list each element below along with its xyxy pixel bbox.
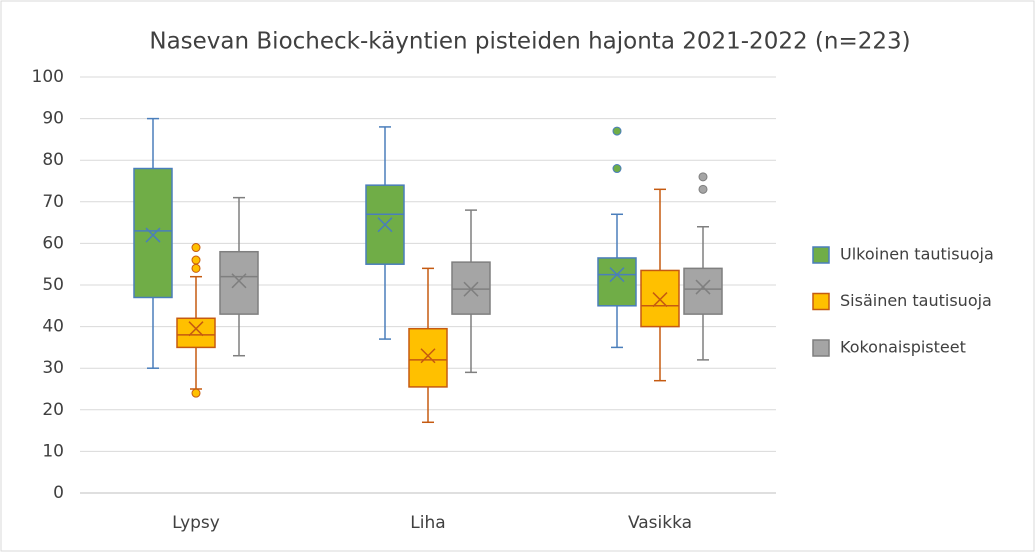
outlier: [191, 263, 201, 273]
box: [219, 250, 259, 315]
y-tick-label: 10: [42, 441, 64, 461]
y-tick-label: 70: [42, 192, 64, 212]
mean-marker: [145, 227, 161, 243]
mean-marker: [188, 321, 204, 337]
y-tick-label: 100: [32, 67, 64, 87]
legend-swatch: [812, 246, 830, 264]
legend-label: Ulkoinen tautisuoja: [840, 245, 994, 264]
box: [176, 317, 216, 349]
y-tick-label: 60: [42, 233, 64, 253]
legend-swatch: [812, 339, 830, 357]
box: [133, 167, 173, 299]
mean-marker: [420, 348, 436, 364]
outlier: [612, 164, 622, 174]
y-tick-label: 80: [42, 150, 64, 170]
x-tick-label: Liha: [410, 513, 445, 533]
y-tick-label: 20: [42, 400, 64, 420]
box: [683, 267, 723, 315]
chart-title: Nasevan Biocheck-käyntien pisteiden hajo…: [149, 29, 910, 55]
outlier: [191, 388, 201, 398]
y-tick-label: 90: [42, 109, 64, 129]
x-tick-label: Lypsy: [172, 513, 220, 533]
box: [597, 257, 637, 307]
legend-swatch: [812, 292, 830, 311]
x-tick-label: Vasikka: [628, 513, 692, 533]
outlier: [191, 255, 201, 265]
y-tick-label: 50: [42, 275, 64, 295]
mean-marker: [652, 292, 668, 308]
y-tick-label: 0: [53, 483, 64, 503]
mean-marker: [609, 267, 625, 283]
legend-label: Sisäinen tautisuoja: [840, 291, 992, 310]
outlier: [698, 184, 708, 194]
legend-label: Kokonaispisteet: [840, 338, 966, 357]
outlier: [612, 126, 622, 136]
box: [408, 327, 448, 388]
mean-marker: [231, 273, 247, 289]
mean-marker: [695, 279, 711, 295]
mean-marker: [377, 217, 393, 233]
y-tick-label: 30: [42, 358, 64, 378]
outlier: [698, 172, 708, 182]
outlier: [191, 243, 201, 253]
mean-marker: [463, 281, 479, 297]
y-tick-label: 40: [42, 317, 64, 337]
